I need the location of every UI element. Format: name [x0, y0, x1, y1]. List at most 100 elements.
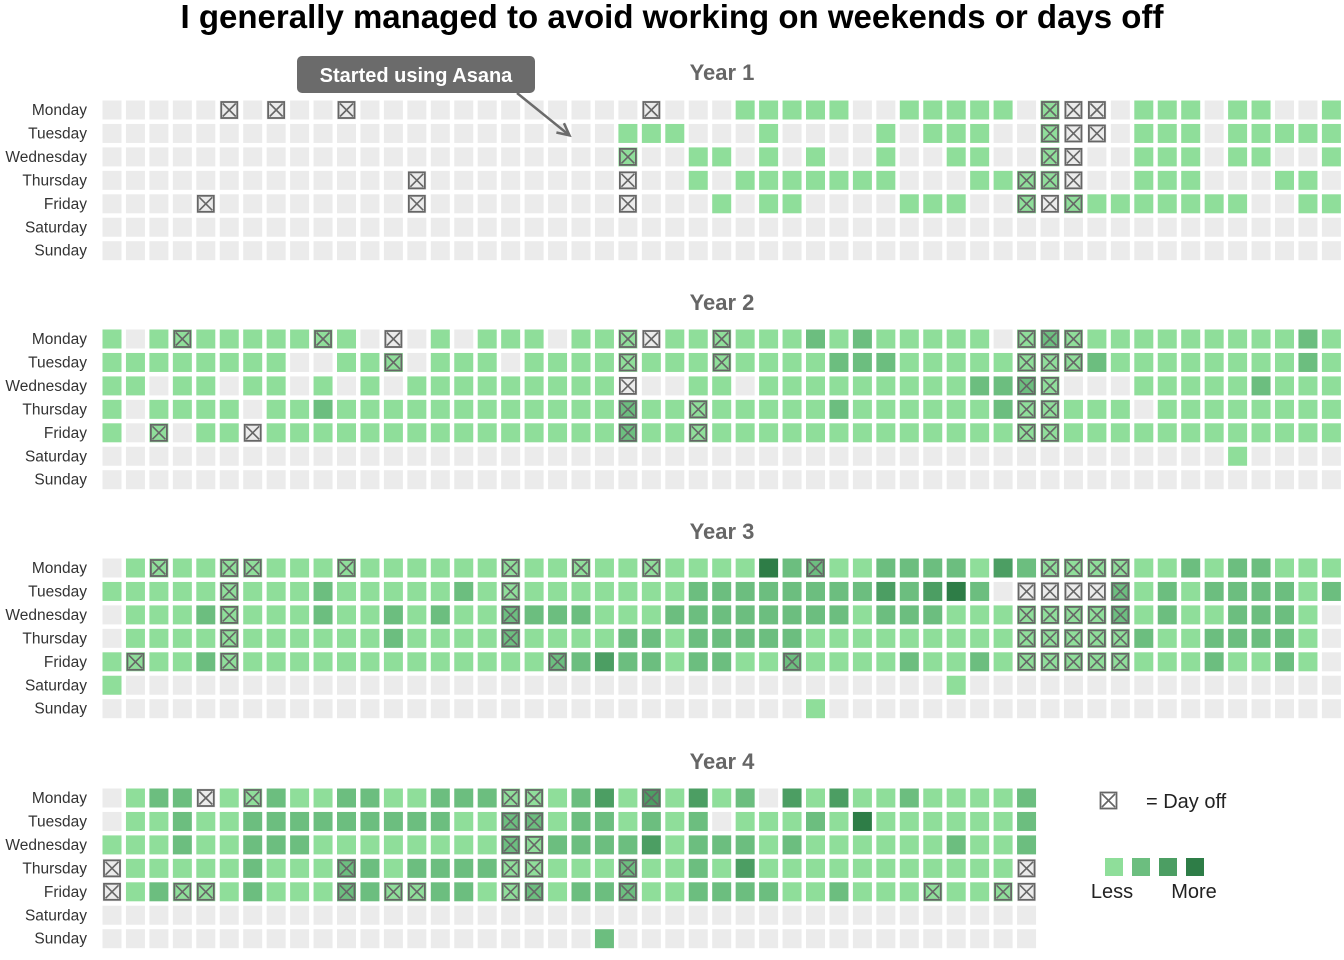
heatmap-cell: [1040, 217, 1060, 237]
heatmap-cell: [1181, 217, 1201, 237]
heatmap-cell: [970, 399, 990, 419]
heatmap-cell: [219, 423, 239, 443]
heatmap-cell: [946, 929, 966, 949]
heatmap-cell: [641, 905, 661, 925]
dayoff-mark: [1041, 194, 1059, 213]
heatmap-cell: [1275, 170, 1294, 190]
heatmap-cell: [899, 858, 919, 878]
heatmap-cell: [571, 352, 591, 372]
heatmap-cell: [712, 788, 732, 808]
heatmap-cell: [829, 170, 849, 190]
heatmap-cell: [219, 470, 239, 490]
heatmap-cell: [125, 399, 145, 419]
dayoff-mark: [1041, 423, 1059, 442]
heatmap-cell: [1157, 699, 1177, 719]
heatmap-cell: [782, 858, 802, 878]
heatmap-cell: [618, 605, 638, 625]
heatmap-cell: [970, 811, 990, 831]
heatmap-cell: [923, 423, 943, 443]
heatmap-cell: [594, 399, 614, 419]
heatmap-cell: [946, 788, 966, 808]
heatmap-cell: [360, 170, 380, 190]
heatmap-cell: [665, 558, 685, 578]
heatmap-cell: [571, 123, 591, 143]
legend-scale-swatch: [1105, 858, 1123, 876]
heatmap-cell: [196, 858, 216, 878]
dayoff-mark: [1041, 330, 1059, 348]
heatmap-cell: [946, 194, 966, 214]
heatmap-cell: [688, 628, 708, 648]
heatmap-cell: [1110, 470, 1130, 490]
heatmap-cell: [735, 858, 755, 878]
heatmap-cell: [899, 675, 919, 695]
heatmap-cell: [876, 605, 896, 625]
heatmap-cell: [571, 858, 591, 878]
heatmap-cell: [1181, 652, 1201, 672]
heatmap-cell: [454, 882, 474, 902]
heatmap-cell: [899, 423, 919, 443]
heatmap-cell: [360, 905, 380, 925]
heatmap-cell: [899, 788, 919, 808]
heatmap-cell: [1181, 581, 1201, 601]
heatmap-cell: [782, 194, 802, 214]
heatmap-cell: [946, 835, 966, 855]
heatmap-cell: [125, 628, 145, 648]
heatmap-cell: [899, 835, 919, 855]
heatmap-cell: [1251, 628, 1271, 648]
heatmap-cell: [665, 905, 685, 925]
heatmap-cell: [782, 558, 802, 578]
heatmap-cell: [1181, 558, 1201, 578]
heatmap-cell: [829, 194, 849, 214]
heatmap-cell: [712, 123, 732, 143]
heatmap-cell: [899, 605, 919, 625]
heatmap-cell: [524, 241, 544, 261]
heatmap-cell: [125, 352, 145, 372]
heatmap-cell: [454, 352, 474, 372]
heatmap-cell: [290, 905, 310, 925]
heatmap-cell: [290, 652, 310, 672]
heatmap-cell: [477, 929, 497, 949]
annotation-label: Started using Asana: [320, 65, 514, 87]
heatmap-cell: [1298, 423, 1318, 443]
heatmap-cell: [641, 929, 661, 949]
row-label: Monday: [32, 102, 87, 119]
heatmap-cell: [970, 241, 990, 261]
dayoff-mark: [1111, 629, 1130, 648]
heatmap-cell: [993, 123, 1013, 143]
heatmap-cell: [899, 581, 919, 601]
heatmap-cell: [266, 882, 286, 902]
dayoff-mark: [220, 582, 239, 601]
heatmap-cell: [266, 241, 286, 261]
heatmap-cell: [243, 170, 263, 190]
dayoff-mark: [619, 353, 637, 372]
heatmap-cell: [876, 446, 896, 466]
heatmap-cell: [243, 882, 263, 902]
heatmap-cell: [1204, 194, 1224, 214]
heatmap-cell: [946, 123, 966, 143]
heatmap-cell: [102, 581, 122, 601]
heatmap-cell: [641, 811, 661, 831]
heatmap-cell: [1110, 147, 1130, 167]
heatmap-cell: [759, 581, 779, 601]
heatmap-cell: [735, 147, 755, 167]
heatmap-cell: [1087, 376, 1107, 396]
heatmap-cell: [1110, 675, 1130, 695]
heatmap-cell: [1228, 100, 1248, 120]
heatmap-cell: [313, 835, 333, 855]
heatmap-cell: [852, 788, 872, 808]
dayoff-mark: [712, 330, 731, 348]
heatmap-cell: [407, 905, 427, 925]
heatmap-cell: [383, 811, 403, 831]
heatmap-cell: [641, 123, 661, 143]
heatmap-cell: [1228, 423, 1248, 443]
heatmap-cell: [1321, 123, 1341, 143]
heatmap-cell: [712, 558, 732, 578]
heatmap-cell: [430, 170, 450, 190]
heatmap-cell: [970, 147, 990, 167]
heatmap-cell: [1017, 835, 1037, 855]
heatmap-cell: [923, 788, 943, 808]
heatmap-cell: [1251, 241, 1271, 261]
legend-scale-swatch: [1159, 858, 1177, 876]
dayoff-mark: [196, 194, 215, 213]
heatmap-cell: [430, 147, 450, 167]
